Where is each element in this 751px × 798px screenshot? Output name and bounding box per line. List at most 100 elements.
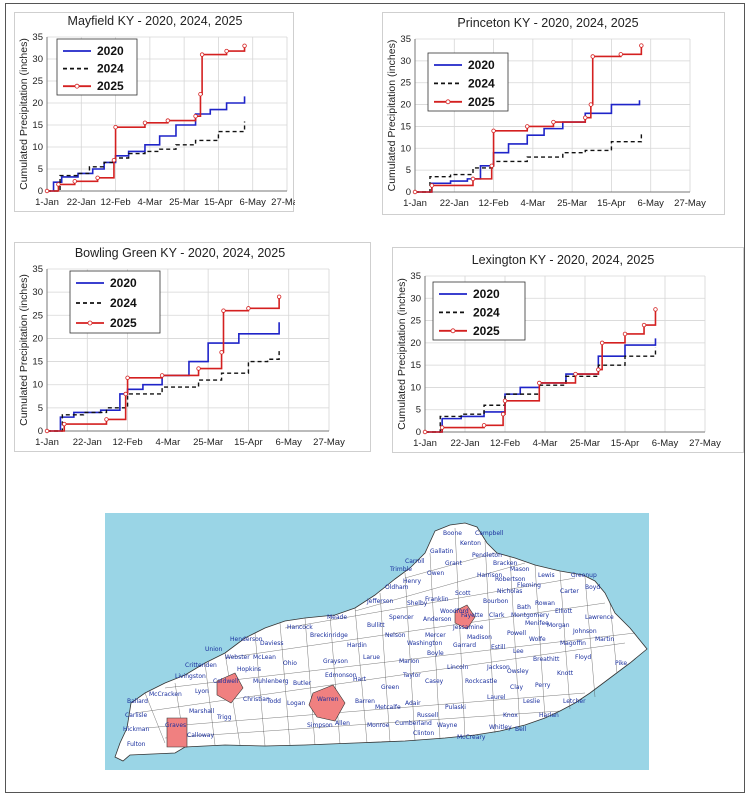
y-tick-label: 0 (38, 426, 43, 437)
x-tick-label: 15-Apr (611, 438, 640, 449)
county-label: Carroll (405, 558, 425, 565)
county-label: Larue (363, 654, 380, 661)
x-tick-label: 27-May (674, 198, 706, 209)
highlight-county-caldwell (216, 672, 244, 704)
y-tick-label: 30 (32, 54, 43, 65)
county-label: Jackson (486, 664, 510, 671)
county-boundary (354, 607, 368, 744)
county-label: Adair (405, 700, 421, 707)
county-label: Morgan (547, 622, 570, 629)
chart-svg: Princeton KY - 2020, 2024, 2025051015202… (386, 16, 706, 209)
county-label: Graves (165, 722, 186, 729)
x-tick-label: 27-May (689, 438, 721, 449)
county-label: Knott (557, 670, 574, 677)
series-line-2024 (425, 347, 657, 433)
series-line-2020 (47, 322, 280, 432)
county-label: Carlisle (125, 712, 147, 719)
figure-frame (5, 3, 745, 793)
legend-label-2025: 2025 (97, 79, 124, 93)
county-label: Estill (491, 644, 506, 651)
county-label: Rowan (535, 600, 555, 607)
chart-bowling-green: Bowling Green KY - 2020, 2024, 2025 0 5 10 1… (14, 242, 371, 452)
y-tick-label: 5 (38, 403, 43, 414)
series-point-2025 (422, 429, 428, 435)
series-point-2025 (104, 417, 109, 422)
county-label: Monroe (367, 722, 390, 729)
county-label: Anderson (423, 616, 452, 623)
series-point-2025 (196, 366, 201, 371)
chart-mayfield: Mayfield KY - 2020, 2024, 2025 0 5 10 15 20 25… (14, 12, 295, 212)
series-point-2025 (429, 183, 435, 188)
county-label: Warren (317, 696, 339, 703)
county-label: Franklin (425, 596, 449, 603)
series-line-2024 (47, 350, 280, 432)
county-label: Woodford (440, 608, 469, 615)
county-label: Gallatin (430, 548, 453, 555)
county-label: Leslie (523, 698, 540, 705)
county-label: Elliott (555, 608, 573, 615)
y-tick-label: 25 (32, 310, 43, 321)
y-tick-label: 0 (406, 187, 411, 198)
county-label: Campbell (475, 530, 504, 537)
county-label: Scott (455, 590, 471, 597)
kentucky-outline (114, 522, 648, 762)
y-tick-label: 0 (416, 427, 421, 438)
county-label: Hickman (123, 726, 149, 733)
series-point-2025 (56, 182, 61, 187)
legend-label-2025: 2025 (473, 324, 500, 338)
chart-title: Princeton KY - 2020, 2024, 2025 (457, 16, 638, 30)
county-label: Garrard (453, 642, 476, 649)
series-point-2025 (198, 91, 203, 97)
series-point-2025 (551, 119, 556, 125)
y-tick-label: 0 (38, 186, 43, 197)
series-point-2025 (142, 120, 148, 125)
y-tick-label: 35 (32, 264, 43, 275)
county-label: Hopkins (237, 666, 261, 673)
chart-svg: Lexington KY - 2020, 2024, 2025051015202… (396, 253, 721, 449)
county-label: Crittenden (185, 662, 217, 669)
series-point-2025 (622, 331, 628, 337)
x-tick-label: 15-Apr (597, 198, 626, 209)
county-label: Owen (427, 570, 444, 577)
chart-princeton: Princeton KY - 2020, 2024, 2025 0 5 10 15 20 2… (382, 12, 725, 215)
county-label: Jessamine (452, 624, 484, 631)
legend-label-2024: 2024 (468, 76, 495, 90)
county-label: Rockcastle (465, 678, 497, 685)
county-label: Nelson (385, 632, 406, 639)
county-label: Boyle (427, 650, 444, 657)
county-label: Lincoln (447, 664, 468, 671)
y-tick-label: 5 (406, 165, 411, 176)
y-tick-label: 35 (32, 32, 43, 43)
county-label: Nicholas (497, 588, 522, 595)
county-label: Breckinridge (310, 632, 348, 639)
y-tick-label: 35 (400, 34, 411, 45)
county-label: McCracken (149, 691, 182, 698)
county-boundary (534, 564, 546, 719)
highlight-county-warren (308, 684, 346, 722)
county-label: Kenton (460, 540, 481, 547)
legend-label-2024: 2024 (110, 296, 137, 310)
county-label: Daviess (260, 640, 283, 647)
county-boundary (379, 592, 391, 743)
county-label: Green (381, 684, 399, 691)
county-label: Lee (513, 648, 524, 655)
county-label: Shelby (407, 600, 428, 607)
county-boundary (164, 632, 636, 689)
series-point-2025 (165, 118, 171, 123)
x-tick-label: 12-Feb (490, 438, 520, 449)
x-tick-label: 12-Feb (479, 198, 509, 209)
county-label: Barren (355, 698, 375, 705)
county-boundary (144, 692, 166, 744)
x-tick-label: 25-Mar (557, 198, 587, 209)
legend-label-2025: 2025 (110, 316, 137, 330)
series-point-2025 (111, 157, 117, 163)
series-point-2025 (123, 391, 128, 397)
county-boundary (354, 562, 526, 612)
county-label: Montgomery (511, 612, 549, 619)
y-tick-label: 30 (400, 56, 411, 67)
series-line-2024 (47, 121, 246, 192)
county-label: Hancock (287, 624, 313, 631)
county-boundary (304, 617, 316, 746)
y-tick-label: 10 (32, 142, 43, 153)
county-boundary (404, 552, 496, 579)
